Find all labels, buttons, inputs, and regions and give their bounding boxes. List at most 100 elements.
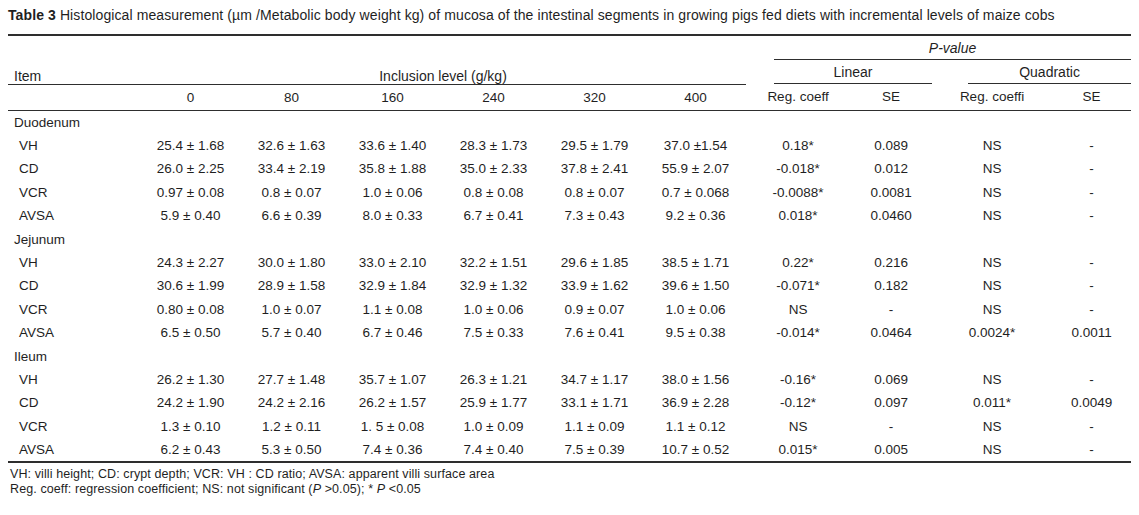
col-group-inclusion-level: Inclusion level (g/kg) [140, 35, 746, 84]
table-caption: Table 3 Histological measurement (µm /Me… [8, 6, 1131, 25]
cell-value: 0.069 [850, 368, 932, 391]
cell-value: 37.0 ±1.54 [645, 134, 746, 157]
cell-value: 29.5 ± 1.79 [544, 134, 645, 157]
cell-value: - [1052, 251, 1131, 274]
table-row-ileum-cd: CD 24.2 ± 1.90 24.2 ± 2.16 26.2 ± 1.57 2… [8, 391, 1131, 414]
cell-value: - [850, 415, 932, 438]
table-row-jejunum-vcr: VCR 0.80 ± 0.08 1.0 ± 0.07 1.1 ± 0.08 1.… [8, 298, 1131, 321]
cell-value: -0.16* [746, 368, 850, 391]
cell-value: 0.80 ± 0.08 [140, 298, 241, 321]
cell-value: 0.8 ± 0.07 [544, 181, 645, 204]
cell-value: 1.3 ± 0.10 [140, 415, 241, 438]
row-label: VCR [8, 298, 140, 321]
row-label: VCR [8, 181, 140, 204]
table-row-jejunum-avsa: AVSA 6.5 ± 0.50 5.7 ± 0.40 6.7 ± 0.46 7.… [8, 321, 1131, 344]
cell-value: 26.2 ± 1.57 [342, 391, 443, 414]
cell-value: -0.12* [746, 391, 850, 414]
cell-value: 24.2 ± 1.90 [140, 391, 241, 414]
table-row-ileum-avsa: AVSA 6.2 ± 0.43 5.3 ± 0.50 7.4 ± 0.36 7.… [8, 438, 1131, 462]
cell-value: 37.8 ± 2.41 [544, 157, 645, 180]
table-number-label: Table 3 [8, 7, 56, 23]
row-label: AVSA [8, 321, 140, 344]
cell-value: - [1052, 181, 1131, 204]
header-row-columns: 0 80 160 240 320 400 Reg. coeff SE Reg. … [8, 84, 1131, 110]
footnote-line1-text: VH: villi height; CD: crypt depth; VCR: … [10, 467, 494, 481]
cell-value: 38.0 ± 1.56 [645, 368, 746, 391]
cell-value: - [1052, 157, 1131, 180]
cell-value: 8.0 ± 0.33 [342, 204, 443, 227]
cell-value: -0.071* [746, 274, 850, 297]
cell-value: 1.0 ± 0.07 [241, 298, 342, 321]
quadratic-label: Quadratic [968, 64, 1131, 84]
cell-value: - [1052, 368, 1131, 391]
cell-value: 35.0 ± 2.33 [443, 157, 544, 180]
cell-value: NS [932, 134, 1052, 157]
cell-value: - [850, 298, 932, 321]
cell-value: 0.0464 [850, 321, 932, 344]
cell-value: 6.7 ± 0.46 [342, 321, 443, 344]
cell-value: 6.7 ± 0.41 [443, 204, 544, 227]
cell-value: 7.4 ± 0.40 [443, 438, 544, 462]
col-group-p-value: P-value [746, 35, 1131, 60]
cell-value: 24.3 ± 2.27 [140, 251, 241, 274]
cell-value: 33.9 ± 1.62 [544, 274, 645, 297]
cell-value: 0.0024* [932, 321, 1052, 344]
cell-value: 7.3 ± 0.43 [544, 204, 645, 227]
col-header-level-160: 160 [342, 84, 443, 110]
col-header-level-0: 0 [140, 84, 241, 110]
cell-value: 1.0 ± 0.06 [342, 181, 443, 204]
cell-value: 1.1 ± 0.09 [544, 415, 645, 438]
cell-value: NS [932, 251, 1052, 274]
cell-value: 32.9 ± 1.32 [443, 274, 544, 297]
table-row-duodenum-vh: VH 25.4 ± 1.68 32.6 ± 1.63 33.6 ± 1.40 2… [8, 134, 1131, 157]
cell-value: NS [932, 298, 1052, 321]
cell-value: 6.2 ± 0.43 [140, 438, 241, 462]
cell-value: 1. 5 ± 0.08 [342, 415, 443, 438]
cell-value: 0.089 [850, 134, 932, 157]
cell-value: 33.1 ± 1.71 [544, 391, 645, 414]
row-label: AVSA [8, 438, 140, 462]
footnote-p-italic-1: P [313, 482, 321, 496]
row-label: VH [8, 368, 140, 391]
cell-value: 33.4 ± 2.19 [241, 157, 342, 180]
row-label: VCR [8, 415, 140, 438]
cell-value: 1.0 ± 0.06 [443, 298, 544, 321]
section-label: Jejunum [8, 227, 1131, 250]
cell-value: 0.005 [850, 438, 932, 462]
cell-value: NS [932, 274, 1052, 297]
col-header-level-320: 320 [544, 84, 645, 110]
cell-value: 0.8 ± 0.08 [443, 181, 544, 204]
footnote-p-italic-2: P [377, 482, 385, 496]
cell-value: 30.0 ± 1.80 [241, 251, 342, 274]
cell-value: 1.1 ± 0.08 [342, 298, 443, 321]
table-row-duodenum-vcr: VCR 0.97 ± 0.08 0.8 ± 0.07 1.0 ± 0.06 0.… [8, 181, 1131, 204]
cell-value: 9.5 ± 0.38 [645, 321, 746, 344]
cell-value: 35.7 ± 1.07 [342, 368, 443, 391]
linear-label: Linear [774, 64, 932, 84]
cell-value: -0.0088* [746, 181, 850, 204]
cell-value: 7.4 ± 0.36 [342, 438, 443, 462]
col-header-item: Item [8, 35, 140, 84]
histology-measurements-table: Item Inclusion level (g/kg) P-value Line… [8, 34, 1131, 463]
col-header-level-80: 80 [241, 84, 342, 110]
cell-value: NS [746, 415, 850, 438]
table-row-jejunum-vh: VH 24.3 ± 2.27 30.0 ± 1.80 33.0 ± 2.10 3… [8, 251, 1131, 274]
col-header-quadratic-se: SE [1052, 84, 1131, 110]
cell-value: -0.018* [746, 157, 850, 180]
cell-value: 0.0081 [850, 181, 932, 204]
cell-value: 7.5 ± 0.39 [544, 438, 645, 462]
cell-value: -0.014* [746, 321, 850, 344]
cell-value: - [1052, 298, 1131, 321]
table-header: Item Inclusion level (g/kg) P-value Line… [8, 35, 1131, 110]
col-group-quadratic: Quadratic [932, 60, 1131, 84]
section-row-ileum: Ileum [8, 344, 1131, 367]
cell-value: 32.9 ± 1.84 [342, 274, 443, 297]
cell-value: NS [932, 438, 1052, 462]
cell-value: 33.0 ± 2.10 [342, 251, 443, 274]
col-group-linear: Linear [746, 60, 932, 84]
table-body: Duodenum VH 25.4 ± 1.68 32.6 ± 1.63 33.6… [8, 110, 1131, 462]
table-row-ileum-vh: VH 26.2 ± 1.30 27.7 ± 1.48 35.7 ± 1.07 2… [8, 368, 1131, 391]
cell-value: 5.9 ± 0.40 [140, 204, 241, 227]
cell-value: - [1052, 438, 1131, 462]
cell-value: NS [932, 415, 1052, 438]
